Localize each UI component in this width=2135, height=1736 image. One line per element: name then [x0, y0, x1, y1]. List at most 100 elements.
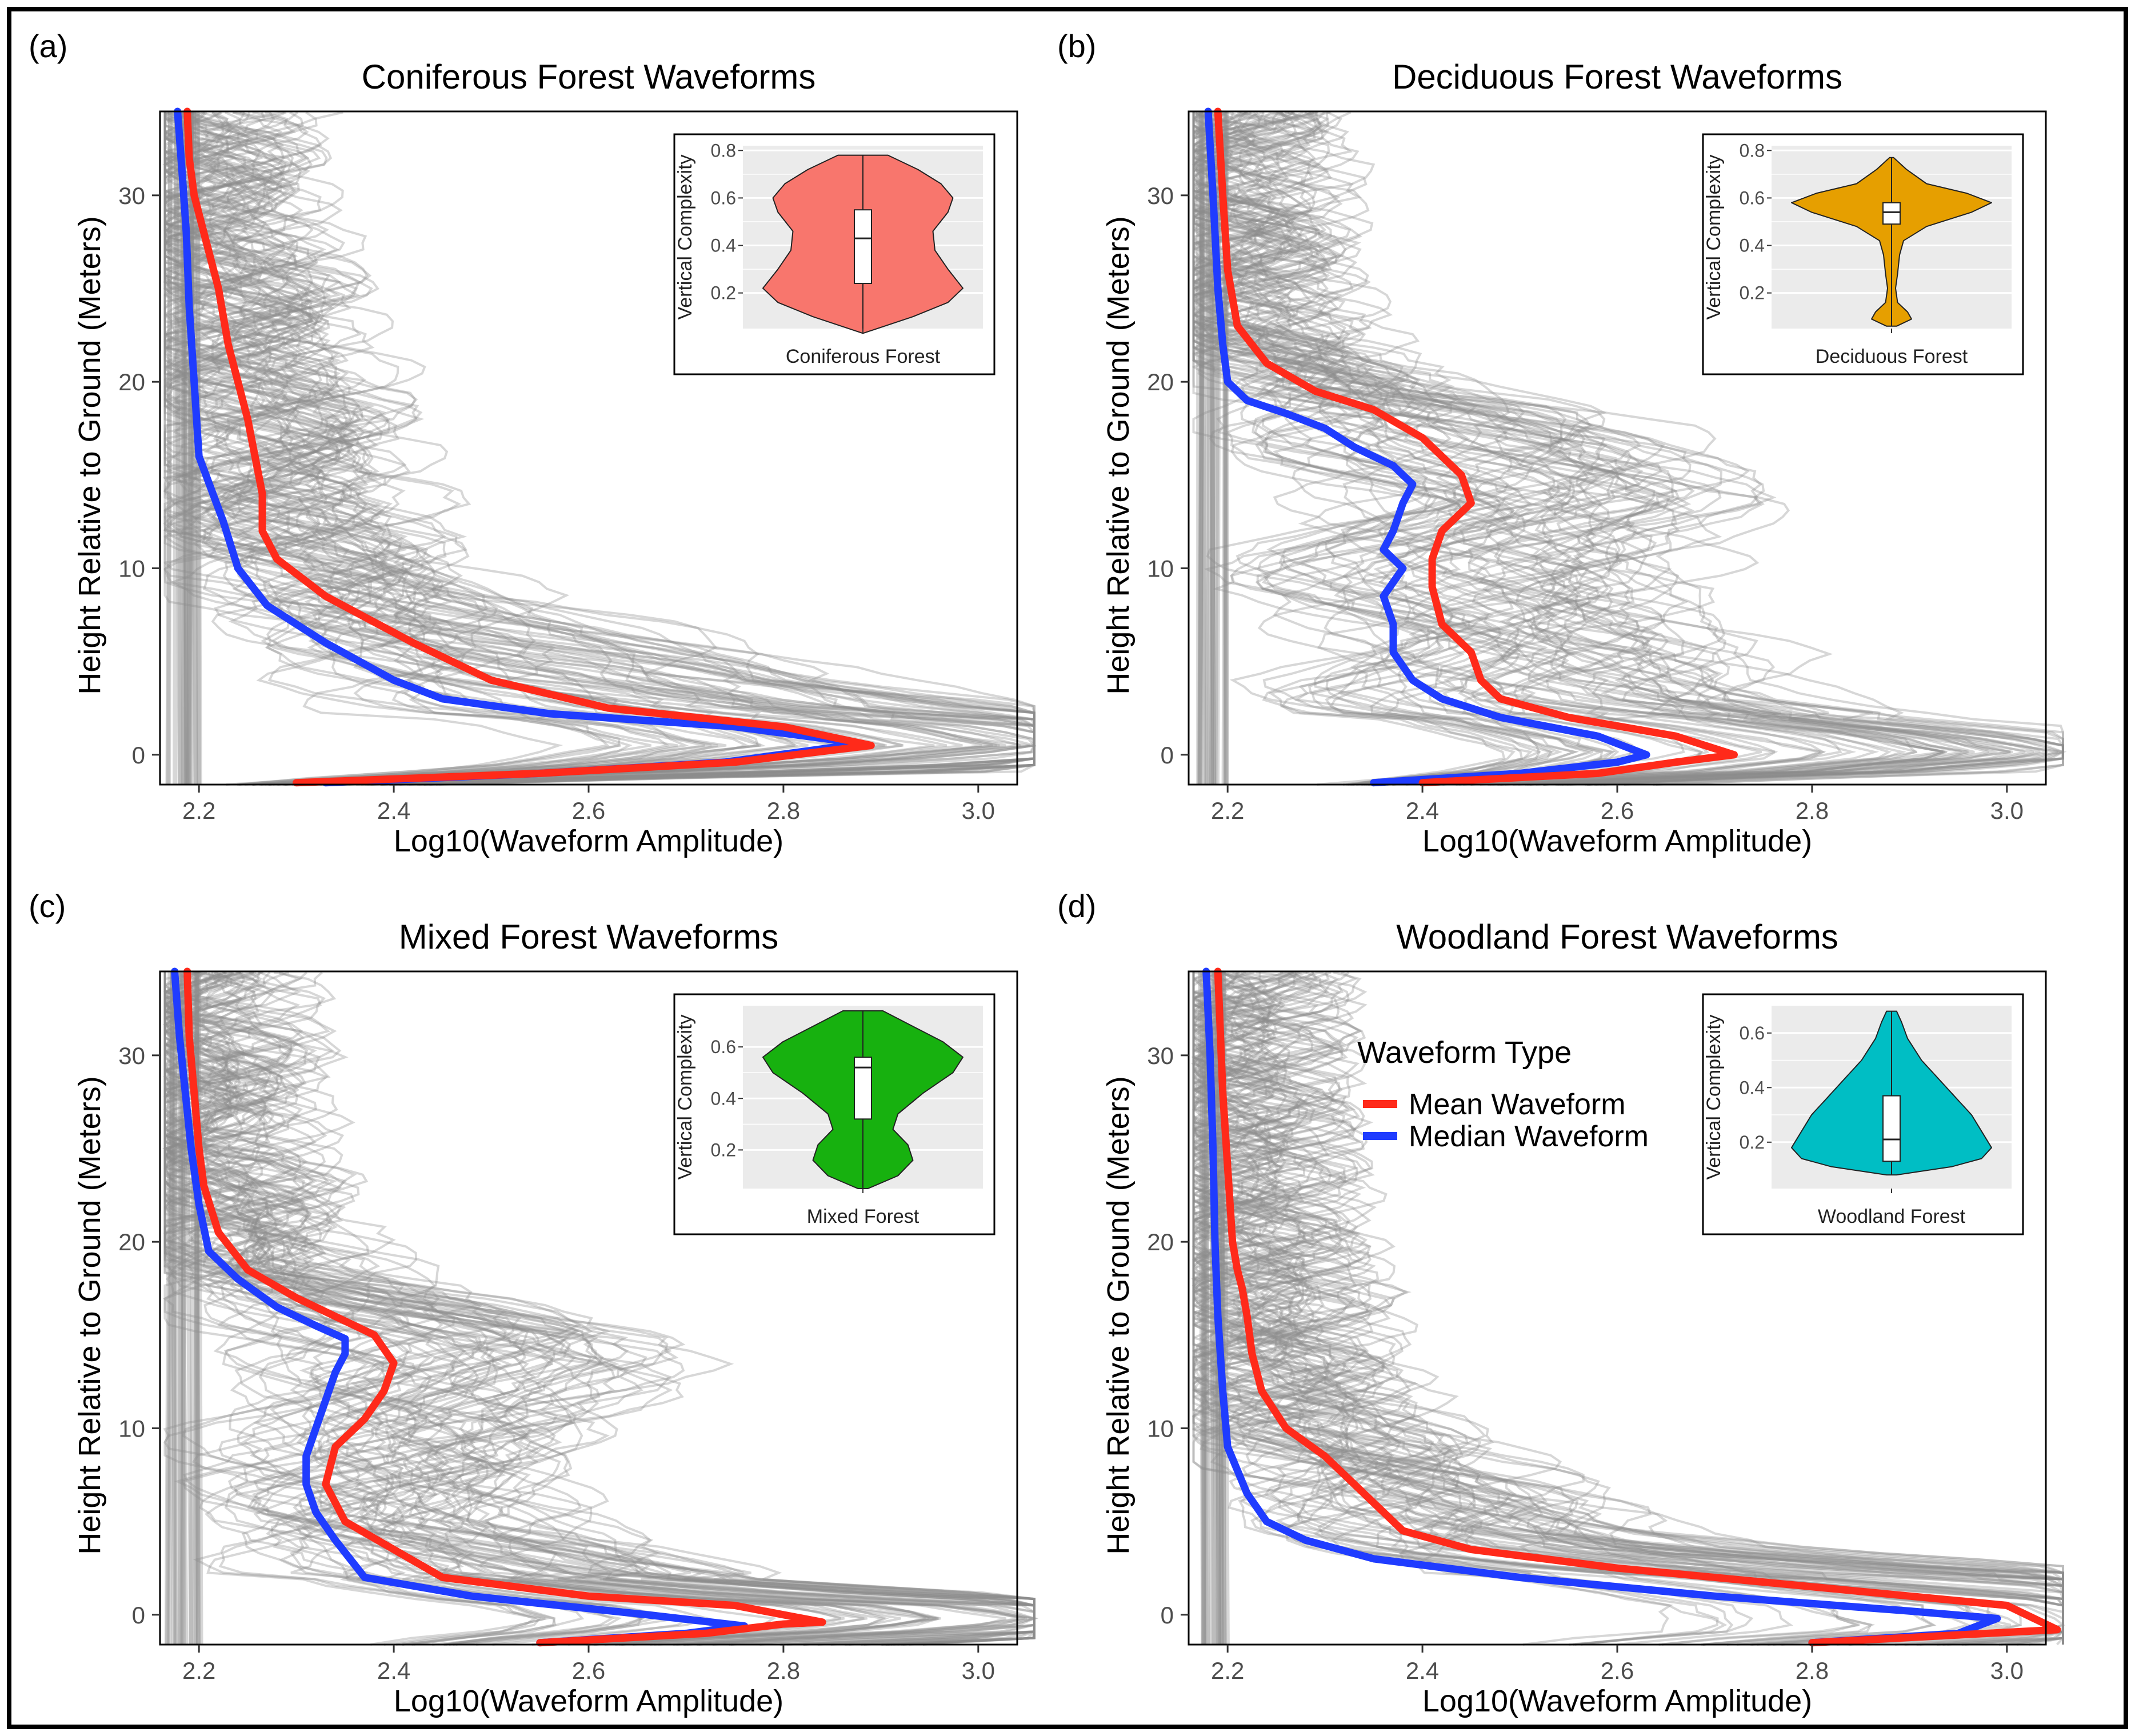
- x-axis-ticks: 2.2 2.4 2.6 2.8 3.0: [182, 1645, 995, 1684]
- individual-waveform-line: [173, 111, 182, 785]
- individual-waveform-line: [1198, 971, 1206, 1645]
- individual-waveform-line: [1192, 972, 2064, 1645]
- individual-waveform-line: [1216, 971, 2064, 1645]
- individual-waveform-line: [163, 111, 563, 786]
- individual-waveform-line: [1192, 971, 1860, 1646]
- individual-waveform-line: [1201, 971, 1207, 1645]
- x-tick-label: 2.2: [1211, 1657, 1244, 1684]
- individual-waveform-line: [163, 971, 777, 1646]
- inset-x-label: Coniferous Forest: [786, 346, 941, 367]
- individual-waveform-line: [186, 111, 196, 785]
- individual-waveform-line: [1192, 112, 1842, 786]
- y-tick-label: 30: [1147, 1042, 1174, 1069]
- inset-violin-plot: 0.2 0.4 0.6 Vertical Complexity Mixed Fore…: [673, 993, 995, 1235]
- individual-waveform-line: [1192, 971, 2064, 1645]
- individual-waveform-line: [1192, 111, 1821, 786]
- x-tick-label: 2.8: [1796, 1657, 1829, 1684]
- individual-waveform-line: [163, 111, 838, 786]
- individual-waveform-line: [163, 112, 761, 786]
- individual-waveform-line: [1192, 112, 1892, 786]
- plot-area: 2.2 2.4 2.6 2.8 3.0 0 10 20 30 Waveform Type Me…: [1147, 967, 2066, 1684]
- x-tick-label: 2.2: [1211, 797, 1244, 824]
- individual-waveform-line: [1192, 971, 2064, 1646]
- individual-waveform-line: [1192, 112, 1917, 786]
- individual-waveform-line: [1192, 971, 2064, 1645]
- inset-y-tick-label: 0.2: [711, 1139, 736, 1160]
- inset-y-tick-label: 0.6: [1740, 1023, 1765, 1043]
- individual-waveform-line: [163, 112, 1021, 786]
- individual-waveform-line: [163, 972, 538, 1646]
- inset-y-title: Vertical Complexity: [674, 154, 696, 319]
- panel-title: Mixed Forest Waveforms: [399, 918, 779, 956]
- panel-label: (b): [1057, 28, 1096, 64]
- individual-waveform-line: [1192, 112, 1947, 786]
- individual-waveform-line: [1198, 111, 1206, 785]
- individual-waveforms: [162, 971, 1039, 1646]
- individual-waveform-line: [1192, 971, 2064, 1646]
- individual-waveform-line: [163, 112, 1035, 786]
- individual-waveform-line: [165, 971, 175, 1645]
- individual-waveform-line: [1200, 971, 1207, 1645]
- individual-waveform-line: [1192, 112, 2064, 786]
- individual-waveform-line: [1192, 972, 2064, 1645]
- individual-waveform-line: [163, 112, 1036, 786]
- individual-waveform-line: [1192, 972, 1937, 1646]
- inset-plot-area: 0.2 0.4 0.6 0.8: [1740, 140, 2012, 333]
- y-tick-label: 0: [1161, 1602, 1174, 1629]
- x-tick-label: 3.0: [962, 1657, 995, 1684]
- y-tick-label: 20: [118, 1229, 145, 1255]
- plot-area: 2.2 2.4 2.6 2.8 3.0 0 10 20 30 0.2 0.4 0.6 0.8 Ver…: [1147, 107, 2067, 824]
- individual-waveform-line: [167, 971, 175, 1645]
- inset-y-tick-label: 0.2: [711, 283, 736, 303]
- individual-waveform-line: [163, 971, 1035, 1646]
- x-axis-title: Log10(Waveform Amplitude): [1422, 1684, 1812, 1718]
- individual-waveform-line: [163, 971, 1035, 1646]
- individual-waveform-line: [163, 972, 1035, 1646]
- individual-waveform-line: [1192, 111, 1541, 786]
- individual-waveform-line: [176, 971, 1035, 1646]
- individual-waveform-line: [163, 112, 1035, 786]
- individual-waveform-line: [1192, 112, 1592, 786]
- x-tick-label: 3.0: [962, 797, 995, 824]
- inset-y-tick-label: 0.4: [711, 235, 736, 256]
- individual-waveform-line: [1192, 111, 2064, 786]
- individual-waveform-line: [1192, 111, 2064, 786]
- panel-title: Coniferous Forest Waveforms: [362, 58, 816, 96]
- individual-waveform-line: [1192, 111, 1524, 786]
- individual-waveform-line: [163, 111, 633, 786]
- y-tick-label: 20: [1147, 1229, 1174, 1255]
- individual-waveform-line: [163, 971, 1035, 1646]
- y-axis-title: Height Relative to Ground (Meters): [73, 1076, 107, 1554]
- individual-waveform-line: [1201, 111, 1880, 786]
- individual-waveform-line: [1192, 972, 2064, 1646]
- individual-waveform-line: [1192, 971, 2064, 1645]
- individual-waveform-line: [163, 112, 887, 786]
- individual-waveform-line: [177, 111, 183, 785]
- individual-waveform-line: [163, 112, 997, 786]
- individual-waveform-line: [180, 111, 1035, 786]
- individual-waveform-line: [1192, 111, 2058, 786]
- individual-waveform-line: [163, 111, 1035, 786]
- individual-waveform-line: [1192, 111, 1553, 786]
- y-tick-label: 10: [1147, 555, 1174, 582]
- x-tick-label: 2.6: [1601, 1657, 1634, 1684]
- individual-waveform-line: [1192, 972, 1673, 1646]
- median-waveform-line: [171, 967, 749, 1647]
- individual-waveform-line: [163, 112, 1000, 786]
- individual-waveform-line: [1192, 972, 2064, 1646]
- individual-waveform-line: [188, 111, 194, 785]
- individual-waveform-line: [163, 972, 1035, 1646]
- inset-y-tick-label: 0.4: [1740, 1077, 1765, 1098]
- y-tick-label: 10: [118, 1415, 145, 1442]
- individual-waveform-line: [1203, 111, 2041, 786]
- individual-waveform-line: [163, 971, 1035, 1646]
- median-waveform-line: [1204, 107, 1650, 787]
- violin-box: [854, 1057, 872, 1120]
- individual-waveform-line: [167, 971, 1035, 1646]
- individual-waveform-line: [163, 972, 1027, 1646]
- individual-waveform-line: [1201, 971, 1209, 1645]
- individual-waveform-line: [163, 111, 1035, 786]
- y-tick-label: 20: [118, 369, 145, 395]
- individual-waveform-line: [163, 972, 643, 1646]
